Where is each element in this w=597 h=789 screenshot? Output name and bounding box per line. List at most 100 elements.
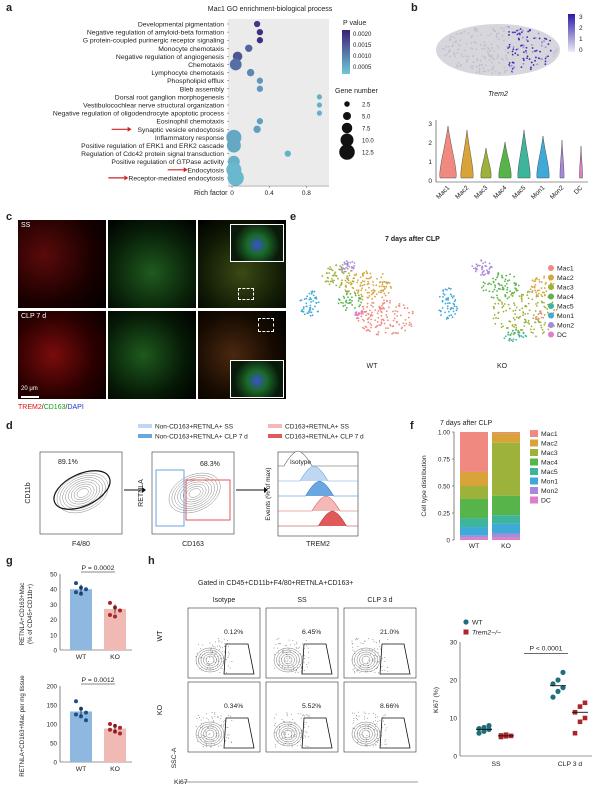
umap-cell [408,321,411,324]
umap-cell [372,284,375,286]
h-event [289,644,291,646]
umap-cell [383,280,385,283]
umap-cell [518,316,520,319]
umap-cell [366,283,369,286]
umap-cell [508,65,511,68]
umap-cell [382,288,385,291]
h-event [379,640,381,642]
umap-cell [396,310,399,313]
h-event [214,712,216,714]
umap-cell [540,281,543,284]
umap-cell [507,331,510,334]
umap-cell [459,64,462,67]
umap-cell [360,313,363,315]
umap-cell [508,296,511,298]
umap-cell [495,36,498,39]
flow-contour [56,472,109,514]
umap-cell [497,272,500,274]
go-term-label: Positive regulation of ERK1 and ERK2 cas… [81,143,224,150]
umap-cell [505,56,507,59]
h-event [375,744,377,746]
p-legend-tick: 0.0005 [353,65,372,71]
umap-cell [360,295,363,298]
umap-cell [439,310,442,312]
umap-cell [463,30,466,33]
h-event [360,642,362,644]
umap-cell [498,72,500,75]
gate1-percent: 89.1% [58,459,78,466]
umap-cell [351,303,354,306]
umap-cell [478,65,481,68]
umap-cell [504,49,507,52]
umap-cell [365,314,368,317]
umap-cell [490,43,493,46]
umap-cell [356,281,359,284]
umap-cell [491,56,494,59]
umap-cell [385,281,388,284]
umap-cell [308,308,311,311]
h-event [284,645,286,647]
h-event [206,726,208,728]
umap-cell [387,319,389,322]
umap-cell [510,292,513,295]
h-gate [301,717,333,749]
umap-cell [381,304,383,307]
h-event [274,654,276,656]
h-event [208,719,210,721]
isotype-label: Isotype [290,459,311,466]
umap-cell [450,35,452,38]
go-term-dot [226,138,241,153]
umap-cell [513,302,515,305]
umap-cell [511,50,514,53]
h-event [369,653,371,655]
h-event [352,669,354,671]
h-event [219,649,221,651]
umap-cell [512,310,515,312]
if-clp-cd163 [108,311,196,399]
h-contour [273,721,303,747]
h-event [380,648,382,650]
umap-cell [484,273,486,276]
umap-cell [479,43,482,46]
umap-cell [499,288,501,290]
h-event [300,713,302,715]
h-event [216,665,218,667]
umap-cell [451,296,454,299]
h-event [286,712,288,714]
umap-cell [382,285,385,288]
umap-cell [367,282,370,285]
h-event [376,723,378,725]
x-tick-label: 0.8 [302,190,311,197]
umap-cell [370,318,373,321]
umap-cell [367,286,370,289]
umap-cell [374,309,377,312]
umap-cell [310,301,312,303]
h-event [303,662,305,664]
umap-cell [511,71,514,74]
h-event [296,643,298,645]
umap-cell [515,324,517,327]
umap-cell [333,279,335,282]
umap-cell [533,328,535,331]
h-contour [283,729,293,739]
umap-cell [540,324,542,327]
umap-cell [519,28,522,30]
umap-cell [508,34,510,36]
go-term-dot [253,20,261,28]
umap-cell [509,273,511,276]
h-event [387,639,389,641]
flow-contour [171,475,218,511]
h-event [196,652,198,654]
umap-cell [348,274,351,277]
h-event [218,641,220,643]
h-contour [359,653,373,667]
umap-cell [505,274,508,277]
cluster-legend-label: DC [557,332,567,339]
h-contour [351,721,381,747]
umap-cell [440,314,442,317]
umap-cell [531,43,533,46]
h-event [308,715,310,717]
violin-Mac5 [517,129,531,179]
umap-cell [515,338,518,341]
violin-Mac4 [498,141,512,179]
